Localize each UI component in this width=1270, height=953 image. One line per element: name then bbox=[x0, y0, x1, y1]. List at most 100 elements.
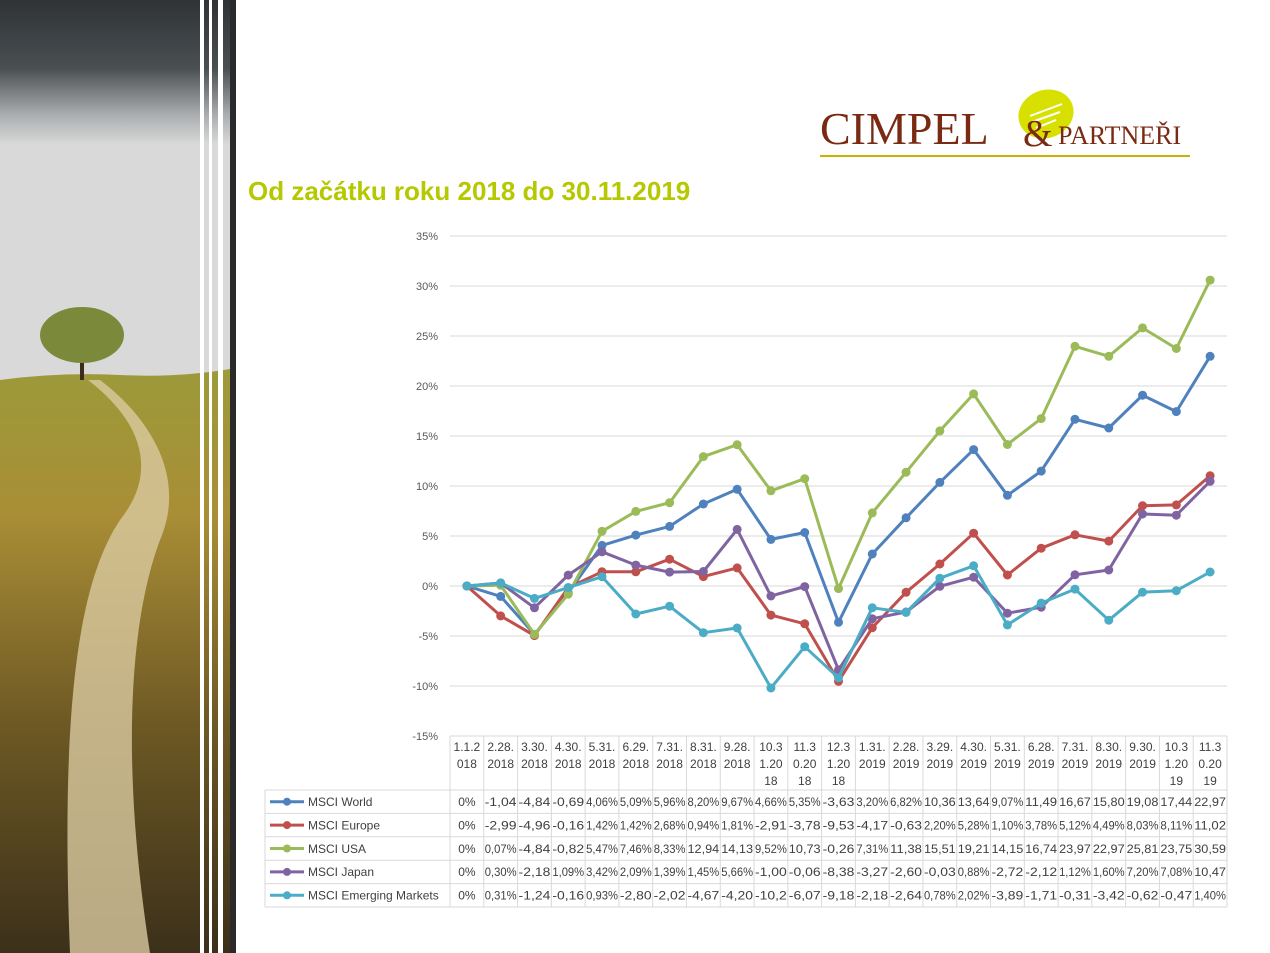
table-cell: 1,10% bbox=[992, 818, 1024, 832]
table-cell: 14,13 bbox=[721, 842, 753, 856]
x-tick-label: 18 bbox=[764, 774, 778, 788]
table-cell: -1,71 bbox=[1025, 889, 1057, 903]
data-point bbox=[1070, 584, 1080, 594]
data-point bbox=[732, 524, 742, 534]
x-tick-label: 2019 bbox=[859, 757, 886, 771]
table-cell: 1,60% bbox=[1093, 865, 1125, 879]
table-cell: 10,73 bbox=[789, 842, 821, 856]
data-point bbox=[563, 570, 573, 580]
x-tick-label: 8.31. bbox=[690, 740, 717, 754]
data-point bbox=[1138, 509, 1148, 519]
x-tick-label: 0.20 bbox=[1198, 757, 1222, 771]
data-point bbox=[1138, 501, 1148, 511]
table-cell: -3,89 bbox=[992, 889, 1024, 903]
table-cell: 22,97 bbox=[1194, 795, 1226, 809]
table-cell: -10,2 bbox=[755, 889, 787, 903]
data-point bbox=[732, 563, 742, 573]
data-point bbox=[1205, 567, 1215, 577]
data-point bbox=[1171, 510, 1181, 520]
y-tick-label: 0% bbox=[422, 581, 438, 593]
data-point bbox=[1104, 615, 1114, 625]
data-point bbox=[766, 683, 776, 693]
y-tick-label: 35% bbox=[416, 231, 438, 243]
data-point bbox=[563, 589, 573, 599]
table-cell: -2,18 bbox=[519, 865, 551, 879]
x-tick-label: 2019 bbox=[994, 757, 1021, 771]
x-tick-label: 0.20 bbox=[793, 757, 817, 771]
data-point bbox=[462, 581, 472, 591]
table-cell: 6,82% bbox=[890, 795, 922, 809]
table-cell: -4,84 bbox=[519, 842, 551, 856]
table-cell: -3,78 bbox=[789, 818, 821, 832]
x-tick-label: 10.3 bbox=[1165, 740, 1189, 754]
data-point bbox=[1036, 598, 1046, 608]
table-cell: 2,68% bbox=[654, 818, 686, 832]
table-cell: -9,53 bbox=[823, 818, 855, 832]
x-tick-label: 7.31. bbox=[1062, 740, 1089, 754]
data-point bbox=[969, 572, 979, 582]
x-tick-label: 7.31. bbox=[656, 740, 683, 754]
data-point bbox=[834, 673, 843, 683]
table-cell: 5,35% bbox=[789, 795, 821, 809]
table-cell: 1,81% bbox=[721, 818, 753, 832]
x-tick-label: 1.20 bbox=[1165, 757, 1189, 771]
data-point bbox=[1002, 570, 1012, 580]
x-tick-label: 2.28. bbox=[893, 740, 920, 754]
data-point bbox=[1104, 423, 1114, 433]
data-point bbox=[698, 452, 708, 462]
table-cell: -4,84 bbox=[519, 795, 551, 809]
table-cell: -4,17 bbox=[856, 818, 888, 832]
logo-leaf-icon bbox=[1018, 89, 1074, 139]
table-cell: 12,94 bbox=[687, 842, 719, 856]
y-tick-label: 25% bbox=[416, 331, 438, 343]
table-cell: 7,31% bbox=[856, 842, 888, 856]
table-cell: 4,66% bbox=[755, 795, 787, 809]
table-cell: -2,99 bbox=[485, 818, 517, 832]
data-point bbox=[631, 506, 641, 516]
table-cell: -1,00 bbox=[755, 865, 787, 879]
data-point bbox=[969, 445, 979, 455]
table-cell: 0,78% bbox=[924, 889, 956, 903]
x-tick-label: 19 bbox=[1170, 774, 1184, 788]
x-tick-label: 2018 bbox=[521, 757, 548, 771]
table-cell: 5,09% bbox=[620, 795, 652, 809]
x-tick-label: 10.3 bbox=[759, 740, 783, 754]
y-tick-label: 10% bbox=[416, 481, 438, 493]
table-cell: 22,97 bbox=[1093, 842, 1125, 856]
table-cell: 11,49 bbox=[1025, 795, 1057, 809]
data-point bbox=[1205, 351, 1215, 361]
table-cell: 17,44 bbox=[1160, 795, 1192, 809]
y-tick-label: -5% bbox=[418, 631, 438, 643]
table-cell: -4,96 bbox=[519, 818, 551, 832]
table-cell: 0% bbox=[458, 818, 476, 832]
x-tick-label: 3.29. bbox=[926, 740, 953, 754]
page-title: Od začátku roku 2018 do 30.11.2019 bbox=[248, 176, 691, 206]
table-cell: 9,52% bbox=[755, 842, 787, 856]
table-cell: 13,64 bbox=[958, 795, 990, 809]
data-point bbox=[1138, 323, 1148, 333]
table-cell: 1,42% bbox=[586, 818, 618, 832]
data-point bbox=[969, 561, 979, 571]
x-tick-label: 18 bbox=[798, 774, 812, 788]
data-point bbox=[732, 484, 742, 494]
x-tick-label: 2019 bbox=[1062, 757, 1089, 771]
data-point bbox=[631, 567, 641, 577]
table-cell: 1,40% bbox=[1194, 889, 1226, 903]
data-point bbox=[867, 623, 877, 633]
table-cell: 8,20% bbox=[687, 795, 719, 809]
x-tick-label: 11.3 bbox=[1199, 740, 1222, 754]
y-tick-label: 20% bbox=[416, 381, 438, 393]
table-cell: 0% bbox=[458, 889, 476, 903]
table-cell: 10,36 bbox=[924, 795, 956, 809]
x-tick-label: 1.20 bbox=[759, 757, 783, 771]
data-point bbox=[969, 528, 979, 538]
table-cell: 5,12% bbox=[1059, 818, 1091, 832]
x-tick-label: 2018 bbox=[656, 757, 683, 771]
x-tick-label: 6.29. bbox=[622, 740, 649, 754]
x-tick-label: 2019 bbox=[1129, 757, 1156, 771]
table-cell: -0,47 bbox=[1160, 889, 1192, 903]
legend-label: MSCI Japan bbox=[308, 865, 374, 879]
data-point bbox=[631, 560, 641, 570]
table-cell: -0,82 bbox=[552, 842, 584, 856]
data-point bbox=[800, 619, 810, 629]
